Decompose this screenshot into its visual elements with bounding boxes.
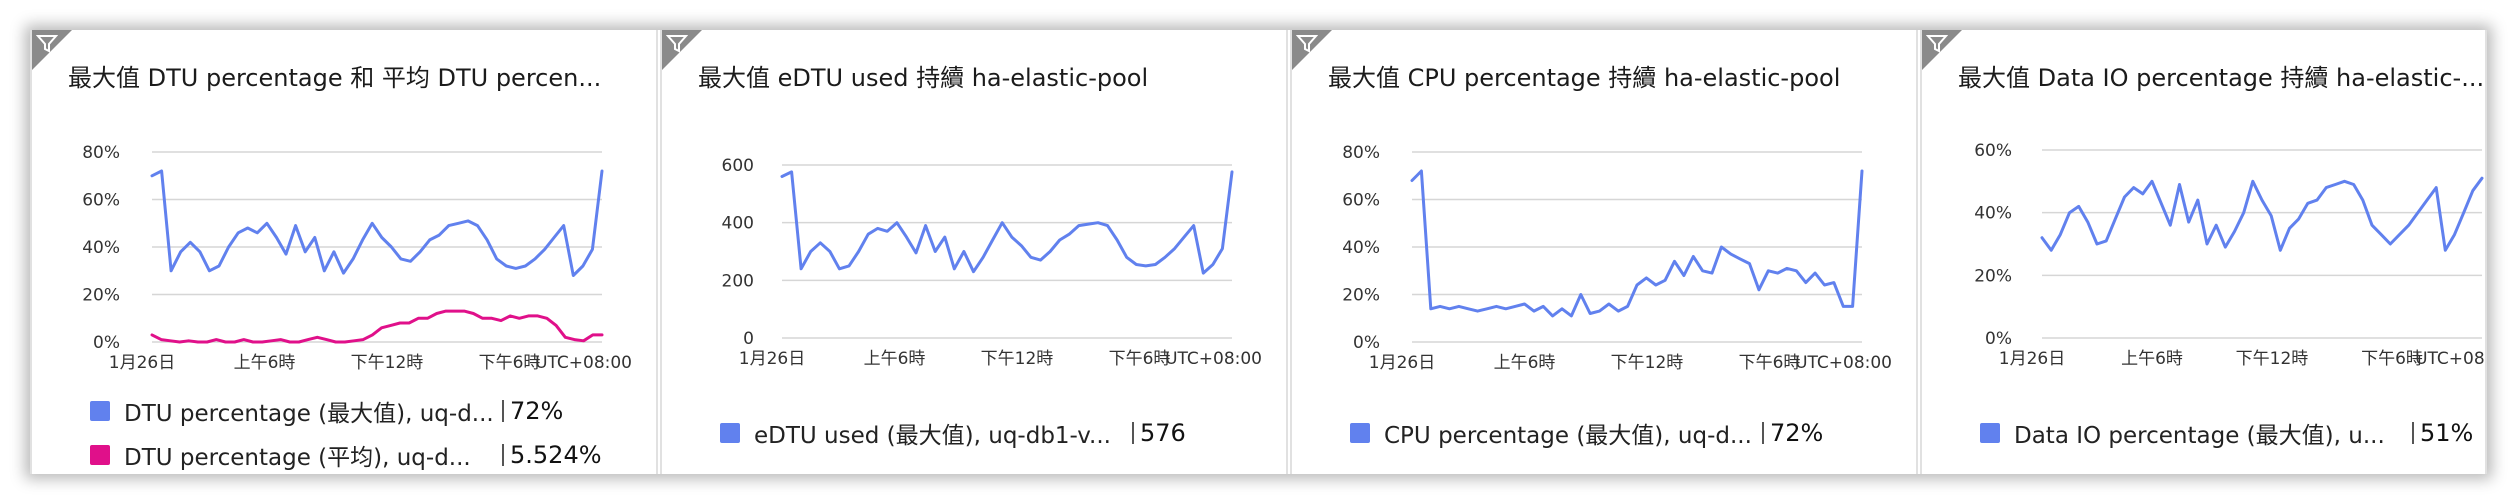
- x-tick-label: 下午12時: [351, 353, 424, 373]
- y-tick-label: 80%: [1342, 143, 1380, 163]
- y-tick-label: 20%: [82, 286, 120, 306]
- x-tick-label: 下午6時: [1739, 353, 1801, 373]
- legend-item[interactable]: Data IO percentage (最大值), u... 51%: [1980, 418, 2480, 449]
- y-tick-label: 40%: [1974, 204, 2012, 224]
- legend-swatch: [720, 423, 740, 443]
- funnel-icon[interactable]: [666, 34, 688, 54]
- y-tick-label: 60%: [1342, 191, 1380, 211]
- funnel-icon[interactable]: [1926, 34, 1948, 54]
- x-tick-label: 上午6時: [2121, 349, 2183, 369]
- x-tick-label: 下午12時: [981, 349, 1054, 369]
- chart-tile-cpu[interactable]: 最大值 CPU percentage 持續 ha-elastic-pool 0%…: [1290, 30, 1918, 474]
- legend-swatch: [90, 445, 110, 465]
- chart-title[interactable]: 最大值 CPU percentage 持續 ha-elastic-pool: [1328, 64, 1841, 92]
- legend-divider: [2412, 422, 2414, 444]
- legend-divider: [502, 400, 504, 422]
- legend-label: Data IO percentage (最大值), u...: [2014, 423, 2385, 449]
- series-line: [2040, 176, 2484, 252]
- dashboard-frame: 最大值 DTU percentage 和 平均 DTU percen... 0%…: [30, 30, 2487, 474]
- x-tick-label: UTC+08:00: [535, 353, 632, 373]
- x-tick-label: 1月26日: [1999, 349, 2065, 369]
- x-tick-label: UTC+08:00: [1795, 353, 1892, 373]
- legend-divider: [502, 444, 504, 466]
- legend-label: CPU percentage (最大值), uq-d...: [1384, 423, 1752, 449]
- x-tick-label: 下午12時: [2236, 349, 2309, 369]
- legend-label: DTU percentage (最大值), uq-d...: [124, 401, 494, 427]
- x-tick-label: 1月26日: [109, 353, 175, 373]
- x-tick-label: 1月26日: [1369, 353, 1435, 373]
- chart-title[interactable]: 最大值 eDTU used 持續 ha-elastic-pool: [698, 64, 1149, 92]
- x-tick-label: 下午6時: [479, 353, 541, 373]
- legend-value: 576: [1140, 419, 1186, 447]
- y-tick-label: 40%: [82, 238, 120, 258]
- y-tick-label: 400: [722, 214, 754, 234]
- x-tick-label: 下午12時: [1611, 353, 1684, 373]
- legend-value: 5.524%: [510, 441, 602, 469]
- legend-divider: [1762, 422, 1764, 444]
- funnel-icon[interactable]: [1296, 34, 1318, 54]
- legend-divider: [1132, 422, 1134, 444]
- x-tick-label: 上午6時: [234, 353, 296, 373]
- y-tick-label: 80%: [82, 143, 120, 163]
- legend-value: 72%: [1770, 419, 1824, 447]
- legend-swatch: [1980, 423, 2000, 443]
- series-line: [1410, 169, 1864, 318]
- legend-label: eDTU used (最大值), uq-db1-v...: [754, 423, 1111, 449]
- y-tick-label: 20%: [1342, 286, 1380, 306]
- chart-tile-edtu[interactable]: 最大值 eDTU used 持續 ha-elastic-pool 0 200 400…: [660, 30, 1288, 474]
- y-tick-label: 600: [722, 156, 754, 176]
- y-tick-label: 0%: [1985, 329, 2012, 349]
- x-tick-label: 上午6時: [864, 349, 926, 369]
- x-tick-label: UTC+08:00: [2415, 349, 2487, 369]
- legend-label: DTU percentage (平均), uq-d...: [124, 445, 471, 471]
- chart-title[interactable]: 最大值 DTU percentage 和 平均 DTU percen...: [68, 64, 602, 92]
- chart-title[interactable]: 最大值 Data IO percentage 持續 ha-elastic-...: [1958, 64, 2483, 92]
- x-tick-label: 上午6時: [1494, 353, 1556, 373]
- y-tick-label: 0%: [93, 333, 120, 353]
- legend-swatch: [1350, 423, 1370, 443]
- legend-value: 72%: [510, 397, 564, 425]
- series-line: [150, 309, 604, 344]
- y-tick-label: 200: [722, 271, 754, 291]
- y-tick-label: 0%: [1353, 333, 1380, 353]
- line-chart[interactable]: 0% 20% 40% 60% 80% 1月26日 上午6時 下午12時 下午6時UTC+08:0…: [32, 90, 658, 380]
- x-tick-label: 下午6時: [2361, 349, 2423, 369]
- y-tick-label: 40%: [1342, 238, 1380, 258]
- line-chart[interactable]: 0% 20% 40% 60% 80% 1月26日 上午6時 下午12時 下午6時UTC+08:0…: [1292, 90, 1918, 380]
- funnel-icon[interactable]: [36, 34, 58, 54]
- legend-item[interactable]: DTU percentage (平均), uq-d... 5.524%: [90, 440, 610, 471]
- series-line: [150, 169, 604, 277]
- legend-item[interactable]: CPU percentage (最大值), uq-d... 72%: [1350, 418, 1870, 449]
- legend-item[interactable]: eDTU used (最大值), uq-db1-v... 576: [720, 418, 1240, 449]
- x-tick-label: 1月26日: [739, 349, 805, 369]
- x-tick-label: UTC+08:00: [1165, 349, 1262, 369]
- y-tick-label: 60%: [82, 191, 120, 211]
- chart-tile-dtu[interactable]: 最大值 DTU percentage 和 平均 DTU percen... 0%…: [30, 30, 658, 474]
- legend-swatch: [90, 401, 110, 421]
- x-tick-label: 下午6時: [1109, 349, 1171, 369]
- y-tick-label: 60%: [1974, 141, 2012, 161]
- y-tick-label: 0: [743, 329, 754, 349]
- series-line: [780, 170, 1234, 275]
- chart-tile-data-io[interactable]: 最大值 Data IO percentage 持續 ha-elastic-...…: [1920, 30, 2487, 474]
- legend-value: 51%: [2420, 419, 2474, 447]
- legend-item[interactable]: DTU percentage (最大值), uq-d... 72%: [90, 396, 610, 427]
- y-tick-label: 20%: [1974, 266, 2012, 286]
